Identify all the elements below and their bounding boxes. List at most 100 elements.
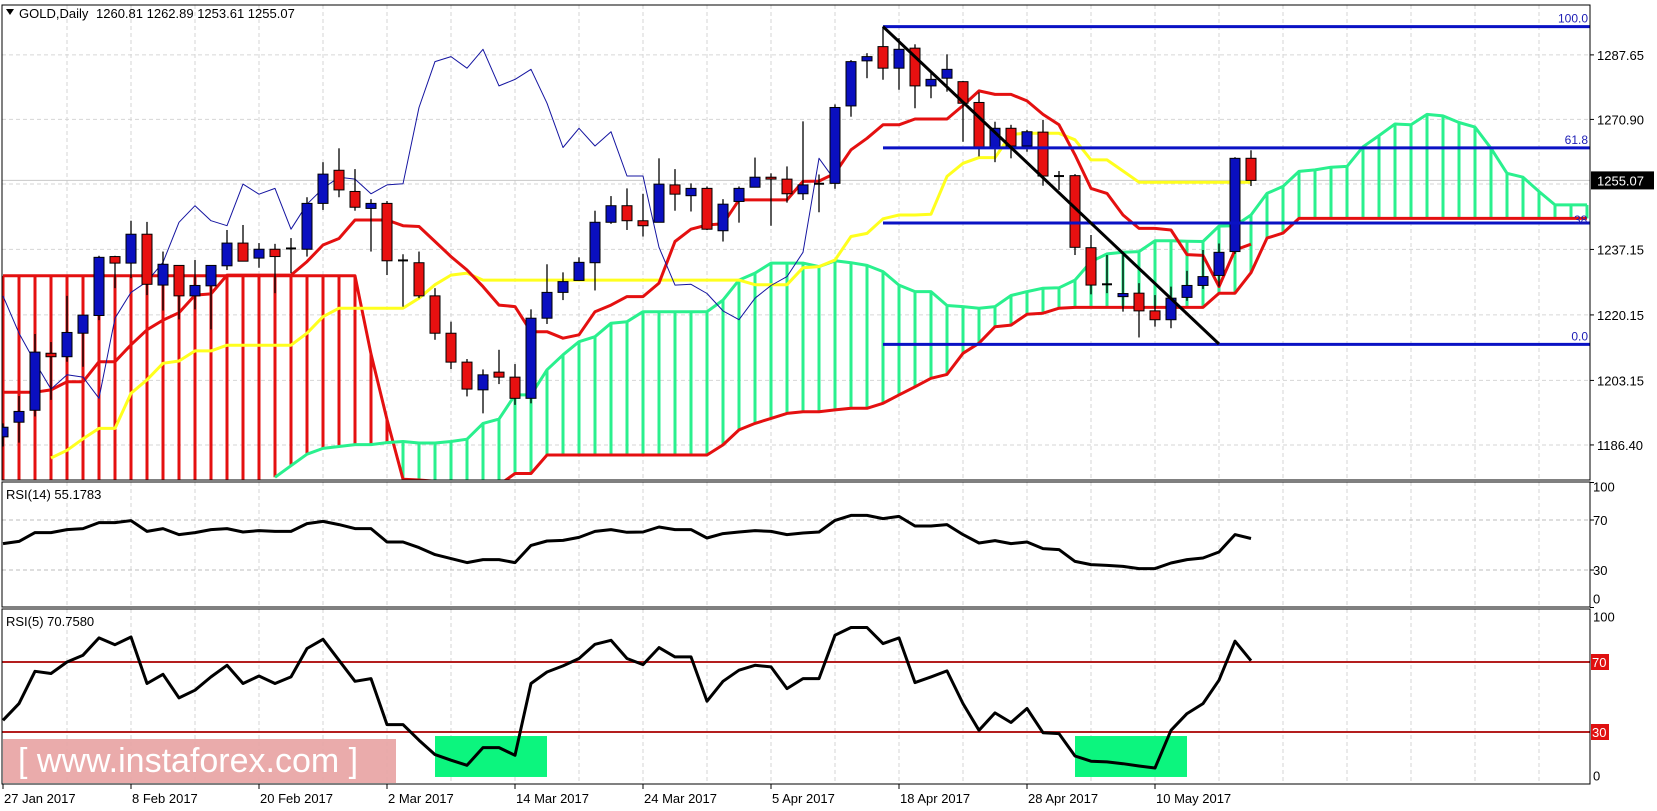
candle-body-bearish bbox=[637, 220, 649, 227]
rsi5-line bbox=[2, 626, 1253, 770]
price-axis-label: 1237.15 bbox=[1597, 242, 1644, 257]
candle-body-bearish bbox=[237, 242, 249, 262]
candle-body-bearish bbox=[621, 205, 633, 222]
candle bbox=[509, 364, 521, 405]
candle bbox=[269, 243, 281, 294]
date-axis-label: 10 May 2017 bbox=[1156, 791, 1231, 806]
candle bbox=[765, 173, 777, 226]
candle-body-bullish bbox=[1213, 251, 1225, 276]
candle bbox=[893, 38, 905, 90]
candle bbox=[493, 349, 505, 385]
price-axis-label: 1220.15 bbox=[1597, 308, 1644, 323]
date-axis-label: 14 Mar 2017 bbox=[516, 791, 589, 806]
candle-body-bullish bbox=[557, 281, 569, 293]
price-axis-label: 1203.15 bbox=[1597, 373, 1644, 388]
candle-body-bearish bbox=[381, 202, 393, 262]
candle bbox=[701, 186, 713, 230]
candle-body-bullish bbox=[733, 187, 745, 202]
candle-body-bullish bbox=[157, 263, 169, 286]
candle-body-bearish bbox=[701, 187, 713, 230]
candle-body-bullish bbox=[797, 184, 809, 195]
candle-body-bearish bbox=[1133, 292, 1145, 312]
triangle-down-icon[interactable] bbox=[6, 9, 14, 15]
candle bbox=[286, 238, 296, 274]
candle bbox=[814, 174, 824, 213]
oversold-highlight-box bbox=[435, 736, 547, 777]
candle-body-bullish bbox=[749, 176, 761, 188]
candle bbox=[605, 196, 617, 224]
candle bbox=[573, 257, 585, 281]
candle-body-bearish bbox=[1037, 131, 1049, 177]
candle-body-bearish bbox=[781, 178, 793, 195]
rsi14-axis-label: 100 bbox=[1593, 480, 1615, 495]
date-axis-label: 8 Feb 2017 bbox=[132, 791, 198, 806]
chikou-span-line bbox=[2, 48, 836, 399]
candle-body-bullish bbox=[301, 202, 313, 250]
fibonacci-level-label: 61.8 bbox=[1565, 133, 1589, 147]
candle-body-bearish bbox=[173, 264, 185, 297]
candle-body-bearish bbox=[509, 376, 521, 399]
price-axis-label: 1186.40 bbox=[1597, 438, 1643, 453]
price-panel-frame bbox=[1, 4, 1591, 481]
chart-header: GOLD,Daily 1260.81 1262.89 1253.61 1255.… bbox=[6, 6, 295, 21]
rsi5-panel bbox=[2, 609, 1590, 784]
candle-body-bullish bbox=[365, 202, 377, 209]
candle bbox=[45, 342, 57, 400]
rsi14-axis-label: 0 bbox=[1593, 592, 1600, 607]
date-axis-label: 28 Apr 2017 bbox=[1028, 791, 1098, 806]
candle-body-bearish bbox=[445, 332, 457, 363]
candle-body-bullish bbox=[13, 410, 25, 423]
candle-body-bearish bbox=[1149, 310, 1161, 321]
candle bbox=[1133, 283, 1145, 338]
rsi5-panel-frame bbox=[1, 608, 1591, 785]
candle bbox=[685, 183, 697, 212]
candle bbox=[141, 221, 153, 296]
candle bbox=[381, 201, 393, 276]
date-axis-label: 20 Feb 2017 bbox=[260, 791, 333, 806]
candle bbox=[653, 158, 665, 223]
candle bbox=[189, 260, 201, 310]
watermark-text: [ www.instaforex.com ] bbox=[18, 742, 358, 780]
candle bbox=[253, 243, 265, 268]
candle bbox=[1213, 243, 1225, 287]
ohlc-values: 1260.81 1262.89 1253.61 1255.07 bbox=[96, 6, 295, 21]
candle-body-bearish bbox=[269, 248, 281, 258]
candle-body-bearish bbox=[909, 47, 921, 87]
candle-body-bullish bbox=[829, 106, 841, 184]
candle bbox=[237, 224, 249, 262]
candle-body-bullish bbox=[77, 314, 89, 334]
candle bbox=[877, 26, 889, 80]
rsi14-panel bbox=[2, 482, 1590, 607]
candle bbox=[733, 186, 745, 223]
rsi5-axis-label: 100 bbox=[1593, 610, 1615, 625]
candle bbox=[1069, 174, 1081, 256]
candle-body-bearish bbox=[141, 233, 153, 285]
candle-body-bearish bbox=[669, 184, 681, 195]
date-axis-label: 5 Apr 2017 bbox=[772, 791, 835, 806]
candle-body-bearish bbox=[349, 190, 361, 208]
watermark: [ www.instaforex.com ] bbox=[3, 739, 396, 783]
candle-body-bullish bbox=[93, 256, 105, 317]
candle bbox=[477, 369, 489, 414]
candle-body-bearish bbox=[877, 46, 889, 69]
candle-body-bullish bbox=[1229, 157, 1241, 253]
candle-body-bullish bbox=[221, 242, 233, 267]
candle bbox=[541, 264, 553, 324]
date-axis-label: 2 Mar 2017 bbox=[388, 791, 454, 806]
candle-body-bearish bbox=[45, 352, 57, 358]
candle-body-bearish bbox=[1245, 157, 1257, 181]
candle bbox=[349, 169, 361, 211]
current-price-badge bbox=[1591, 171, 1654, 190]
candle-body-bullish bbox=[861, 56, 873, 62]
rsi5-level-badge bbox=[1591, 654, 1609, 670]
rsi5-title: RSI(5) 70.7580 bbox=[6, 614, 94, 629]
candle bbox=[557, 272, 569, 301]
candle-body-bearish bbox=[429, 295, 441, 334]
candle-body-bearish bbox=[765, 176, 777, 180]
candle-body-bullish bbox=[541, 291, 553, 319]
price-axis-label: 1270.90 bbox=[1597, 112, 1644, 127]
candle bbox=[413, 251, 425, 299]
candle bbox=[61, 295, 73, 362]
candle bbox=[13, 396, 25, 443]
